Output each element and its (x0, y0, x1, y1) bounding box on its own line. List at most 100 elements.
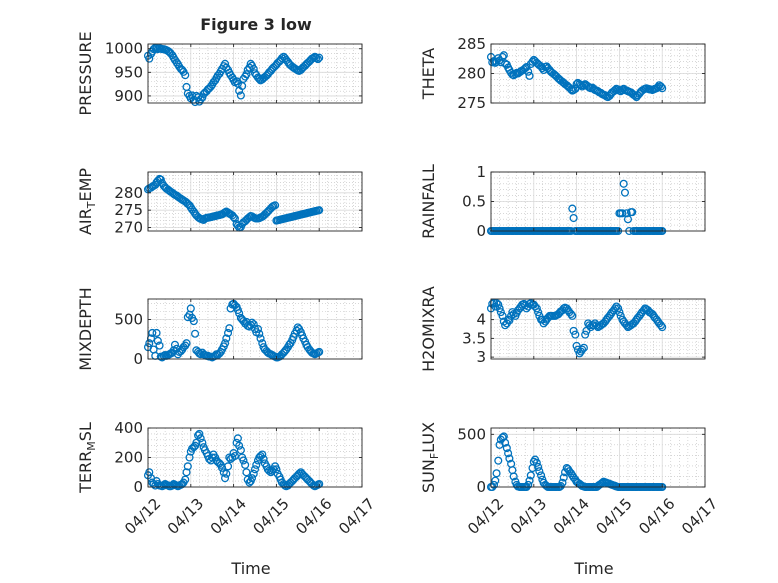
subplot-h2omixra: 33.54 H2OMIXRA (419, 286, 706, 372)
data-point (215, 459, 224, 468)
data-point (615, 308, 624, 317)
data-point (532, 304, 541, 313)
data-point (236, 91, 245, 100)
data-point (155, 341, 164, 350)
data-point (265, 466, 274, 475)
data-point (566, 309, 576, 319)
data-point (223, 328, 233, 338)
data-point (185, 453, 194, 462)
data-point (572, 341, 581, 350)
data-point (568, 311, 577, 320)
data-point (494, 456, 503, 465)
data-point (235, 441, 244, 450)
y-axis-label: RAINFALL (419, 164, 438, 239)
data-point (526, 471, 535, 480)
plot-area (491, 428, 705, 487)
data-point (242, 70, 251, 79)
data-point (247, 318, 257, 327)
data-point (653, 83, 662, 92)
data-point (576, 81, 585, 90)
y-tick-label: 0 (476, 478, 486, 496)
data-point (170, 340, 180, 349)
y-tick-label: 0 (133, 478, 143, 496)
data-point (230, 214, 239, 223)
axes-box (147, 298, 363, 360)
data-point (504, 449, 513, 458)
data-point (189, 317, 198, 326)
data-point (181, 71, 190, 80)
data-point (189, 443, 198, 452)
y-tick-label: 275 (457, 94, 486, 112)
x-axis-label-right: Time (573, 559, 613, 578)
data-point (145, 54, 154, 63)
data-point (220, 59, 230, 68)
data-point (256, 334, 265, 343)
data-point (562, 81, 571, 90)
data-point (195, 429, 204, 438)
axes-box (147, 171, 363, 232)
y-tick-label: 0 (133, 350, 143, 368)
data-point (206, 82, 215, 91)
data-point (152, 328, 161, 338)
data-point (495, 304, 504, 313)
data-point (578, 345, 587, 354)
data-point (196, 434, 205, 443)
data-point (488, 58, 497, 67)
data-point (258, 450, 267, 459)
data-point (191, 329, 200, 338)
data-point (148, 328, 157, 338)
data-point (656, 321, 665, 330)
axes-box (490, 427, 706, 488)
data-point (233, 434, 242, 443)
data-point (241, 460, 250, 469)
axes-box (147, 43, 363, 104)
data-point (656, 82, 665, 91)
data-point (239, 456, 248, 465)
data-point (236, 446, 245, 455)
data-point (505, 454, 514, 463)
data-point (164, 47, 173, 56)
data-point (549, 70, 558, 79)
data-point (255, 74, 264, 83)
data-point (491, 476, 500, 485)
data-point (499, 51, 508, 60)
data-point (534, 462, 543, 472)
data-point (259, 454, 268, 464)
data-point (182, 339, 191, 348)
data-point (313, 55, 322, 64)
y-axis-label: SUNFLUX (419, 422, 441, 493)
data-point (315, 206, 324, 215)
data-point (558, 478, 567, 487)
data-point (255, 329, 264, 338)
subplot-pressure: 900 950 1000 PRESSURE (76, 31, 363, 116)
data-point (519, 65, 529, 74)
data-point (182, 468, 191, 477)
data-point (252, 460, 261, 469)
data-point (614, 304, 623, 313)
y-axis-label: THETA (419, 48, 438, 100)
data-point (535, 467, 544, 476)
y-tick-label: 4 (476, 311, 486, 329)
y-tick-label: 950 (114, 63, 143, 81)
data-point (628, 208, 637, 217)
data-point (581, 330, 590, 339)
y-tick-label: 3.5 (462, 329, 486, 347)
data-point (524, 67, 533, 76)
data-point (172, 58, 181, 67)
axes-box (490, 298, 706, 360)
data-point (243, 65, 252, 75)
data-point (222, 334, 231, 343)
y-tick-label: 285 (457, 35, 486, 53)
data-point (225, 324, 234, 333)
data-point (249, 469, 258, 478)
subplot-rainfall: 0 0.5 1 RAINFALL (419, 163, 706, 240)
y-tick-label: 0.5 (462, 193, 486, 211)
data-point (223, 462, 233, 471)
data-point (532, 458, 541, 467)
data-point (186, 304, 195, 313)
y-axis-label: MIXDEPTH (76, 287, 95, 370)
data-point (569, 213, 578, 223)
data-point (496, 308, 505, 317)
y-tick-label: 500 (457, 425, 486, 443)
